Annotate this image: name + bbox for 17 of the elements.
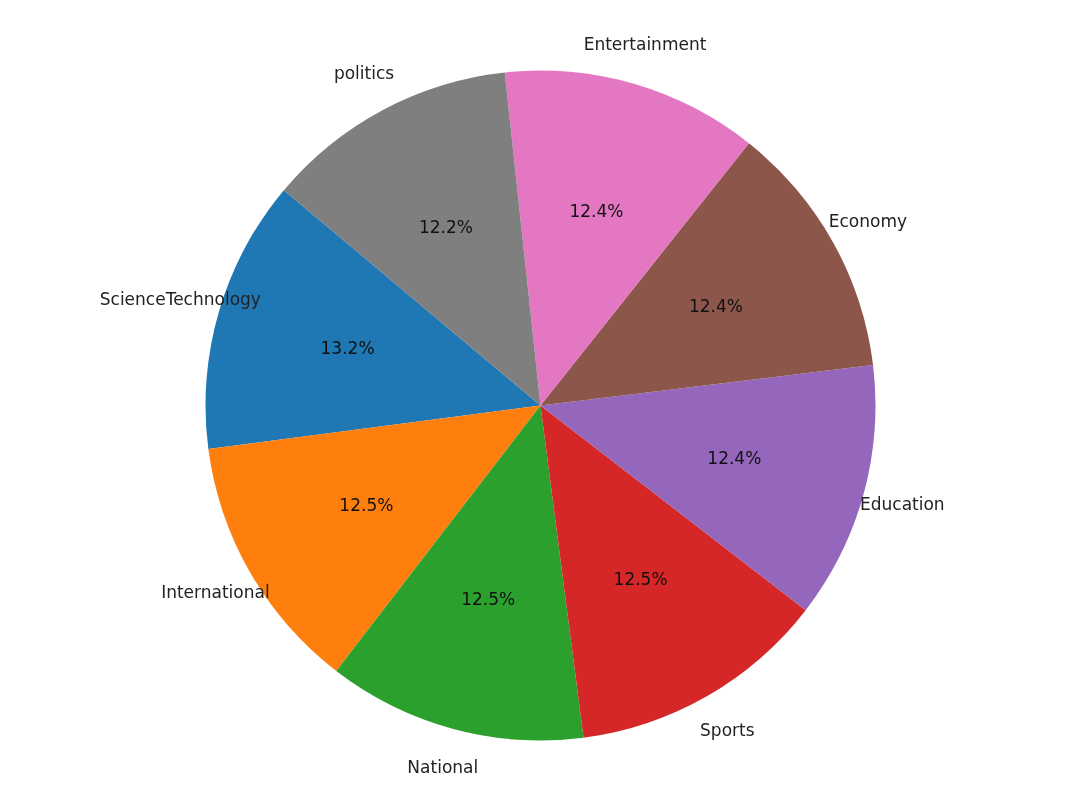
pie-slice <box>504 70 749 406</box>
slice-label: politics <box>333 63 395 84</box>
data-label: 12.2% <box>418 217 473 238</box>
slice-label: Economy <box>828 211 908 232</box>
data-label: 12.4% <box>707 447 762 468</box>
slice-label: Sports <box>700 719 755 740</box>
pie-slice <box>540 405 806 738</box>
slice-label: Education <box>859 493 945 514</box>
slice-label: National <box>407 756 479 777</box>
data-label: 13.2% <box>320 338 375 359</box>
data-label: 12.5% <box>613 568 668 589</box>
data-label: 12.4% <box>688 296 743 317</box>
data-label: 12.4% <box>569 201 624 222</box>
pie-slice <box>336 405 584 741</box>
data-label: 12.5% <box>461 588 516 609</box>
data-label: 12.5% <box>339 494 394 515</box>
slice-label: Entertainment <box>583 34 707 55</box>
